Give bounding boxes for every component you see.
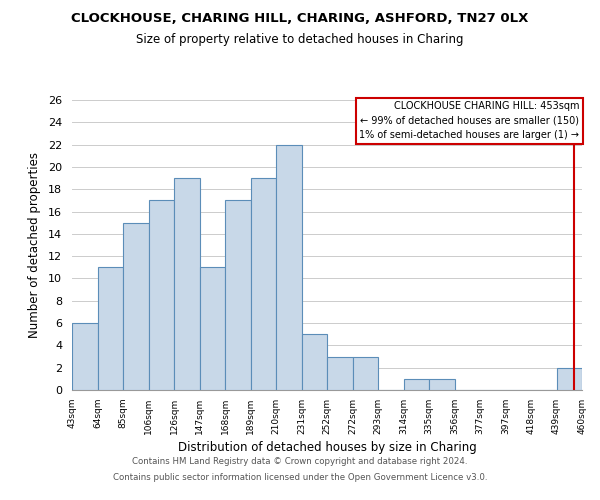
Bar [327,356,353,390]
Text: Contains public sector information licensed under the Open Government Licence v3: Contains public sector information licen… [113,472,487,482]
Bar [72,323,97,390]
Bar [97,268,123,390]
Bar [276,144,302,390]
Bar [225,200,251,390]
Bar [404,379,429,390]
Text: CLOCKHOUSE, CHARING HILL, CHARING, ASHFORD, TN27 0LX: CLOCKHOUSE, CHARING HILL, CHARING, ASHFO… [71,12,529,26]
Bar [557,368,582,390]
Y-axis label: Number of detached properties: Number of detached properties [28,152,41,338]
Bar [199,268,225,390]
X-axis label: Distribution of detached houses by size in Charing: Distribution of detached houses by size … [178,441,476,454]
Bar [123,222,149,390]
Bar [251,178,276,390]
Text: Contains HM Land Registry data © Crown copyright and database right 2024.: Contains HM Land Registry data © Crown c… [132,458,468,466]
Bar [429,379,455,390]
Bar [353,356,378,390]
Bar [302,334,327,390]
Text: CLOCKHOUSE CHARING HILL: 453sqm
← 99% of detached houses are smaller (150)
1% of: CLOCKHOUSE CHARING HILL: 453sqm ← 99% of… [359,102,580,140]
Bar [149,200,174,390]
Text: Size of property relative to detached houses in Charing: Size of property relative to detached ho… [136,32,464,46]
Bar [174,178,199,390]
